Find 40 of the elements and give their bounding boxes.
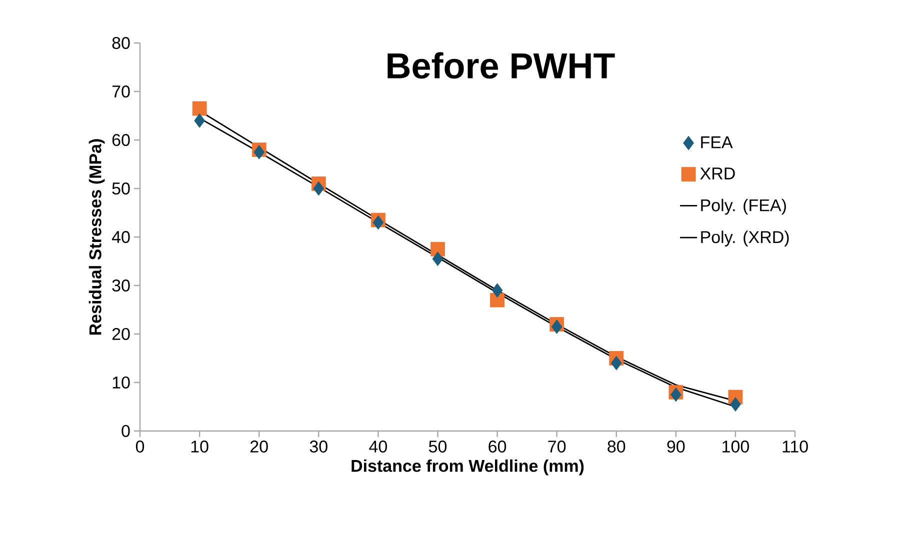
y-tick-label: 40 — [112, 230, 130, 244]
y-tick-label: 30 — [112, 279, 130, 292]
point — [492, 283, 503, 298]
x-tick-label: 80 — [608, 440, 626, 453]
y-tick-label: 0 — [122, 424, 130, 438]
point — [730, 397, 741, 412]
point — [194, 113, 205, 128]
x-tick-label: 10 — [191, 440, 208, 453]
point — [432, 252, 444, 266]
point — [430, 242, 445, 256]
legend-label: XRD — [700, 168, 735, 180]
y-tick-label: 20 — [112, 328, 130, 340]
point — [670, 387, 682, 402]
y-tick-label: 60 — [112, 134, 130, 146]
point — [313, 181, 324, 196]
x-tick-label: 0 — [136, 440, 144, 453]
x-tick-label: 70 — [548, 440, 566, 453]
x-tick-label: 40 — [369, 440, 387, 453]
legend-label: FEA — [701, 136, 733, 148]
x-tick-label: 100 — [722, 440, 749, 453]
x-tick-label: 50 — [428, 440, 447, 453]
y-axis-title: Residual Stresses (MPa) — [88, 139, 105, 335]
point — [490, 292, 504, 308]
x-tick-label: 20 — [250, 440, 268, 453]
x-tick-label: 60 — [488, 440, 506, 453]
y-tick-label: 80 — [112, 36, 130, 50]
legend-label: Poly. (FEA) — [701, 198, 786, 215]
point — [254, 144, 265, 160]
chart-title: Before PWHT — [388, 52, 615, 79]
point — [551, 320, 562, 334]
legend-label: Poly. (XRD) — [701, 230, 789, 246]
point — [192, 101, 207, 116]
x-tick-label: 90 — [667, 440, 685, 453]
x-axis-title: Distance from Weldline (mm) — [352, 459, 584, 476]
y-tick-label: 50 — [112, 182, 130, 195]
y-tick-label: 70 — [112, 85, 130, 98]
point — [610, 356, 622, 370]
y-tick-label: 10 — [112, 376, 130, 389]
x-tick-label: 30 — [310, 440, 328, 453]
x-tick-label: 110 — [782, 440, 808, 453]
